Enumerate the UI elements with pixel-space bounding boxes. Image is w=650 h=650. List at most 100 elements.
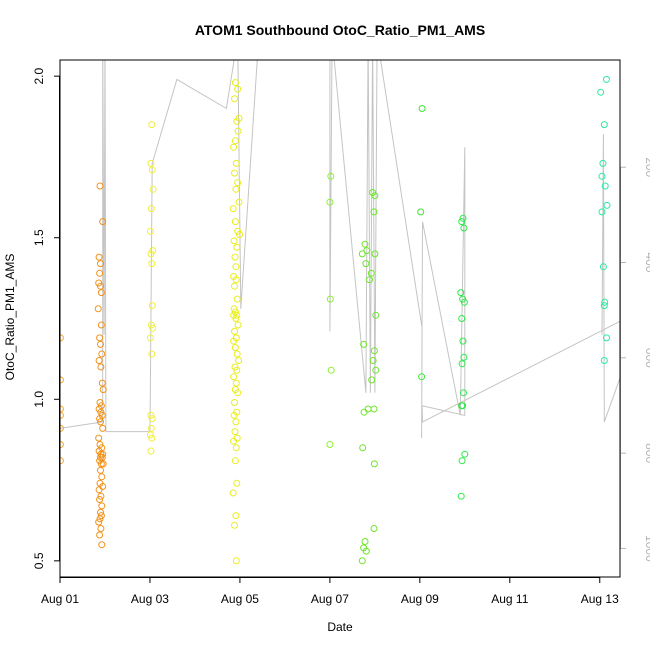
data-point xyxy=(601,182,609,190)
data-point xyxy=(360,340,368,348)
y2-tick-label: 1000 xyxy=(643,535,650,562)
data-point xyxy=(366,276,373,284)
data-point xyxy=(457,289,465,297)
data-point xyxy=(598,172,606,180)
data-point xyxy=(98,379,106,387)
data-point xyxy=(232,276,240,284)
data-point xyxy=(231,344,239,352)
data-point xyxy=(231,457,239,465)
data-point xyxy=(94,305,102,313)
data-point xyxy=(231,327,238,335)
data-point xyxy=(600,121,608,129)
data-point xyxy=(232,315,240,322)
data-point xyxy=(98,502,106,510)
data-point xyxy=(230,305,238,313)
data-point xyxy=(95,357,103,364)
series-aug-04 xyxy=(229,79,243,565)
data-point xyxy=(231,79,239,87)
data-point xyxy=(327,366,335,374)
data-point xyxy=(458,218,466,226)
data-point xyxy=(97,289,105,297)
data-point xyxy=(96,399,104,406)
data-point xyxy=(603,334,610,342)
data-point xyxy=(234,85,242,93)
y-tick-label: 0.5 xyxy=(32,552,46,569)
data-point xyxy=(363,247,371,255)
data-point xyxy=(97,466,104,474)
data-point xyxy=(234,321,242,329)
data-point xyxy=(361,538,369,545)
data-point xyxy=(367,269,375,277)
series-aug-07 xyxy=(358,189,380,565)
data-point xyxy=(96,441,104,448)
x-tick-label: Aug 09 xyxy=(401,592,439,606)
data-point xyxy=(233,243,241,251)
data-point xyxy=(235,198,243,206)
x-tick-label: Aug 11 xyxy=(491,592,528,606)
data-point xyxy=(368,376,376,384)
data-point xyxy=(233,295,241,303)
data-point xyxy=(232,444,240,452)
data-point xyxy=(460,298,468,306)
data-point xyxy=(232,185,240,193)
data-point xyxy=(231,253,239,261)
data-point xyxy=(370,460,378,468)
data-point xyxy=(148,260,156,268)
data-point xyxy=(97,492,105,500)
data-point xyxy=(230,237,238,245)
data-point xyxy=(327,172,335,180)
altitude-track-line xyxy=(60,60,620,439)
data-point xyxy=(232,512,240,520)
data-point xyxy=(99,386,107,394)
data-point xyxy=(233,117,241,125)
data-point xyxy=(230,143,238,151)
series-aug-02 xyxy=(94,182,107,549)
data-point xyxy=(418,105,426,112)
data-point xyxy=(603,201,611,209)
y2-tick-label: 800 xyxy=(643,443,650,463)
data-point xyxy=(97,260,104,268)
data-point xyxy=(231,308,239,316)
data-point xyxy=(459,214,467,222)
data-point xyxy=(233,311,241,319)
data-point xyxy=(96,496,104,503)
data-point xyxy=(233,350,241,358)
data-point xyxy=(458,360,466,368)
data-point xyxy=(97,408,105,416)
data-point xyxy=(460,353,468,361)
data-point xyxy=(96,415,104,423)
data-point xyxy=(232,379,240,387)
data-point xyxy=(358,557,366,565)
data-point xyxy=(371,192,379,200)
data-point xyxy=(148,166,156,174)
data-point xyxy=(96,515,104,523)
data-point xyxy=(147,250,155,258)
data-point xyxy=(231,137,239,145)
y2-tick-label: 600 xyxy=(643,348,650,368)
x-tick-label: Aug 03 xyxy=(131,592,169,606)
data-point xyxy=(603,75,610,83)
data-point xyxy=(147,321,155,329)
data-point xyxy=(147,411,155,419)
data-point xyxy=(231,169,238,177)
data-point xyxy=(96,334,104,342)
data-point xyxy=(326,198,334,206)
data-point xyxy=(372,311,380,319)
y2-tick-label: 200 xyxy=(643,157,650,177)
data-point xyxy=(461,450,469,458)
y-tick-label: 1.5 xyxy=(32,229,46,246)
data-point xyxy=(231,282,238,290)
data-point xyxy=(601,298,609,306)
data-point xyxy=(370,525,378,532)
series-aug-09 xyxy=(457,214,469,500)
data-point xyxy=(149,185,157,193)
data-point xyxy=(600,302,608,310)
data-point xyxy=(148,350,156,358)
data-point xyxy=(96,182,104,190)
data-point xyxy=(600,357,608,364)
data-point xyxy=(231,399,238,406)
data-point xyxy=(236,231,243,238)
data-point xyxy=(231,428,239,436)
data-point xyxy=(599,263,607,271)
data-point xyxy=(232,263,240,271)
